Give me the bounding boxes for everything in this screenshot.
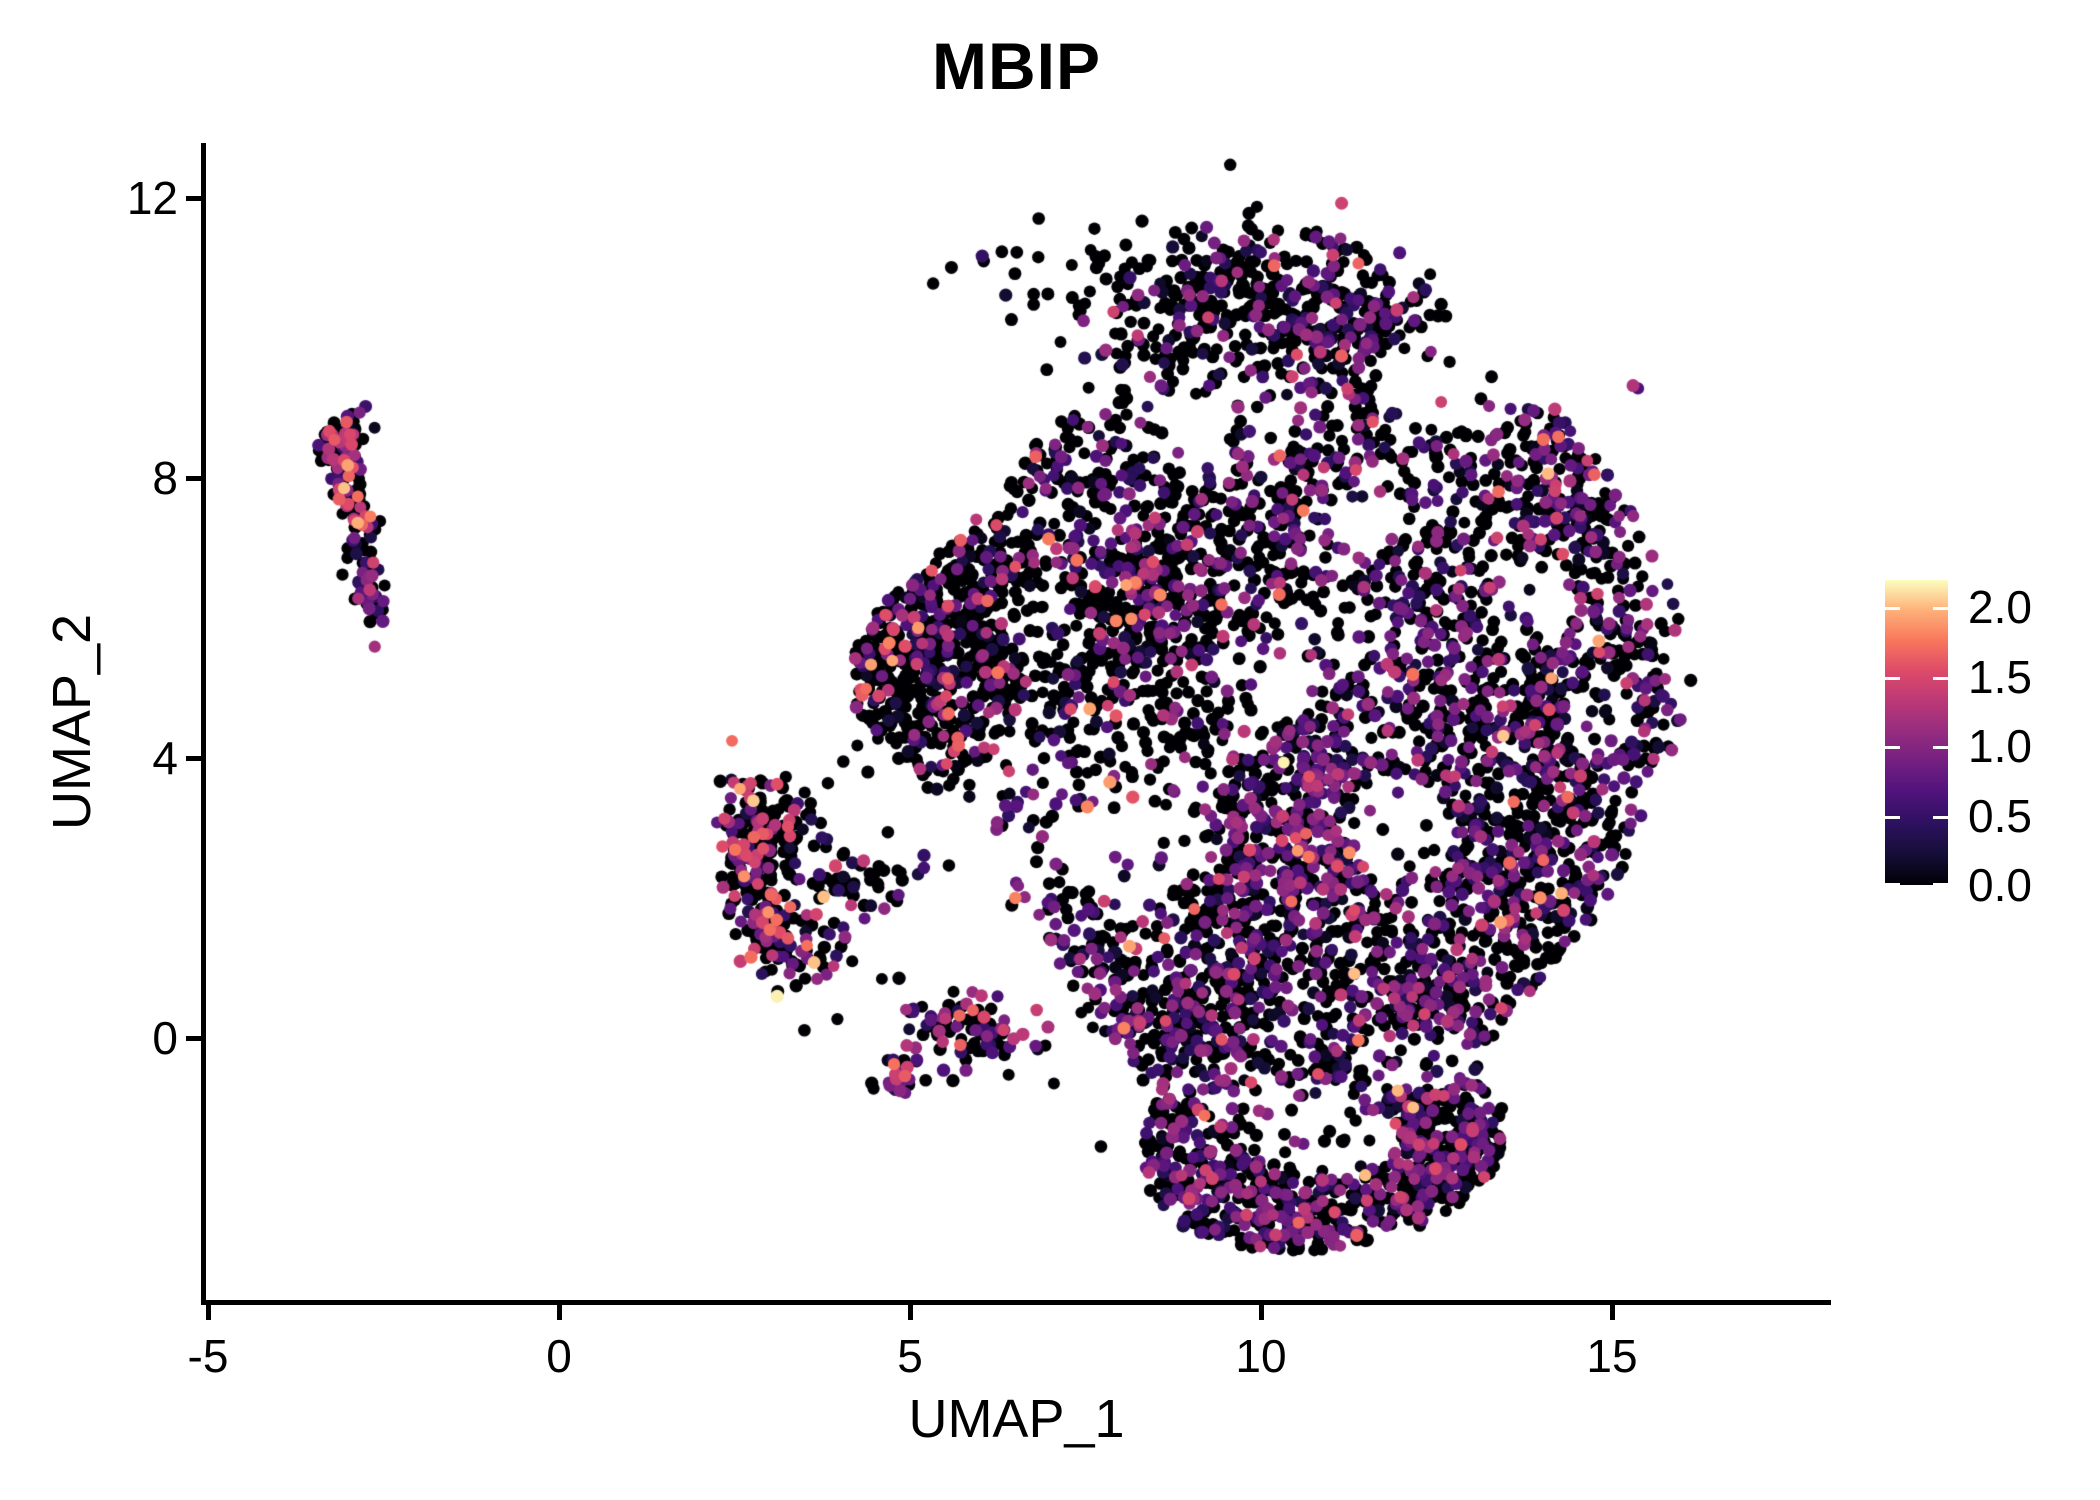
y-tick-mark (186, 475, 201, 481)
colorbar-tick-left (1885, 676, 1900, 680)
colorbar-tick-left (1885, 607, 1900, 610)
y-tick-label: 8 (152, 452, 178, 504)
x-tick-label: -5 (187, 1330, 229, 1382)
colorbar-tick-left (1885, 746, 1900, 749)
x-tick-mark (907, 1305, 913, 1320)
colorbar-tick-left (1885, 883, 1900, 886)
x-tick-label: 10 (1235, 1330, 1287, 1382)
colorbar-tick-right (1933, 607, 1948, 610)
chart-title: MBIP (932, 29, 1101, 103)
colorbar-tick-right (1933, 676, 1948, 680)
x-axis-title: UMAP_1 (908, 1389, 1125, 1449)
y-tick-mark (186, 755, 201, 761)
y-tick-label: 12 (126, 172, 178, 224)
x-tick-label: 0 (546, 1330, 572, 1382)
colorbar-tick-label: 2.0 (1968, 581, 2032, 633)
x-tick-mark (205, 1305, 211, 1320)
y-axis-title: UMAP_2 (42, 613, 102, 831)
colorbar-tick-left (1885, 815, 1900, 819)
x-tick-label: 15 (1586, 1330, 1638, 1382)
colorbar-tick-label: 0.5 (1968, 789, 2032, 842)
y-tick-label: 0 (152, 1012, 178, 1064)
colorbar-tick-label: 1.5 (1968, 650, 2032, 703)
x-axis-line (201, 1300, 1831, 1305)
colorbar-tick-label: 0.0 (1968, 859, 2032, 911)
y-tick-mark (186, 1035, 201, 1041)
x-tick-mark (556, 1305, 562, 1320)
y-axis-line (201, 143, 206, 1305)
colorbar-gradient (1885, 580, 1948, 885)
colorbar-tick-right (1933, 815, 1948, 819)
colorbar-tick-right (1933, 746, 1948, 749)
y-tick-label: 4 (152, 732, 178, 784)
x-tick-mark (1609, 1305, 1615, 1320)
colorbar-tick-right (1933, 883, 1948, 886)
x-tick-mark (1258, 1305, 1264, 1320)
x-tick-label: 5 (897, 1330, 923, 1382)
y-tick-mark (186, 195, 201, 201)
colorbar-tick-label: 1.0 (1968, 720, 2032, 772)
